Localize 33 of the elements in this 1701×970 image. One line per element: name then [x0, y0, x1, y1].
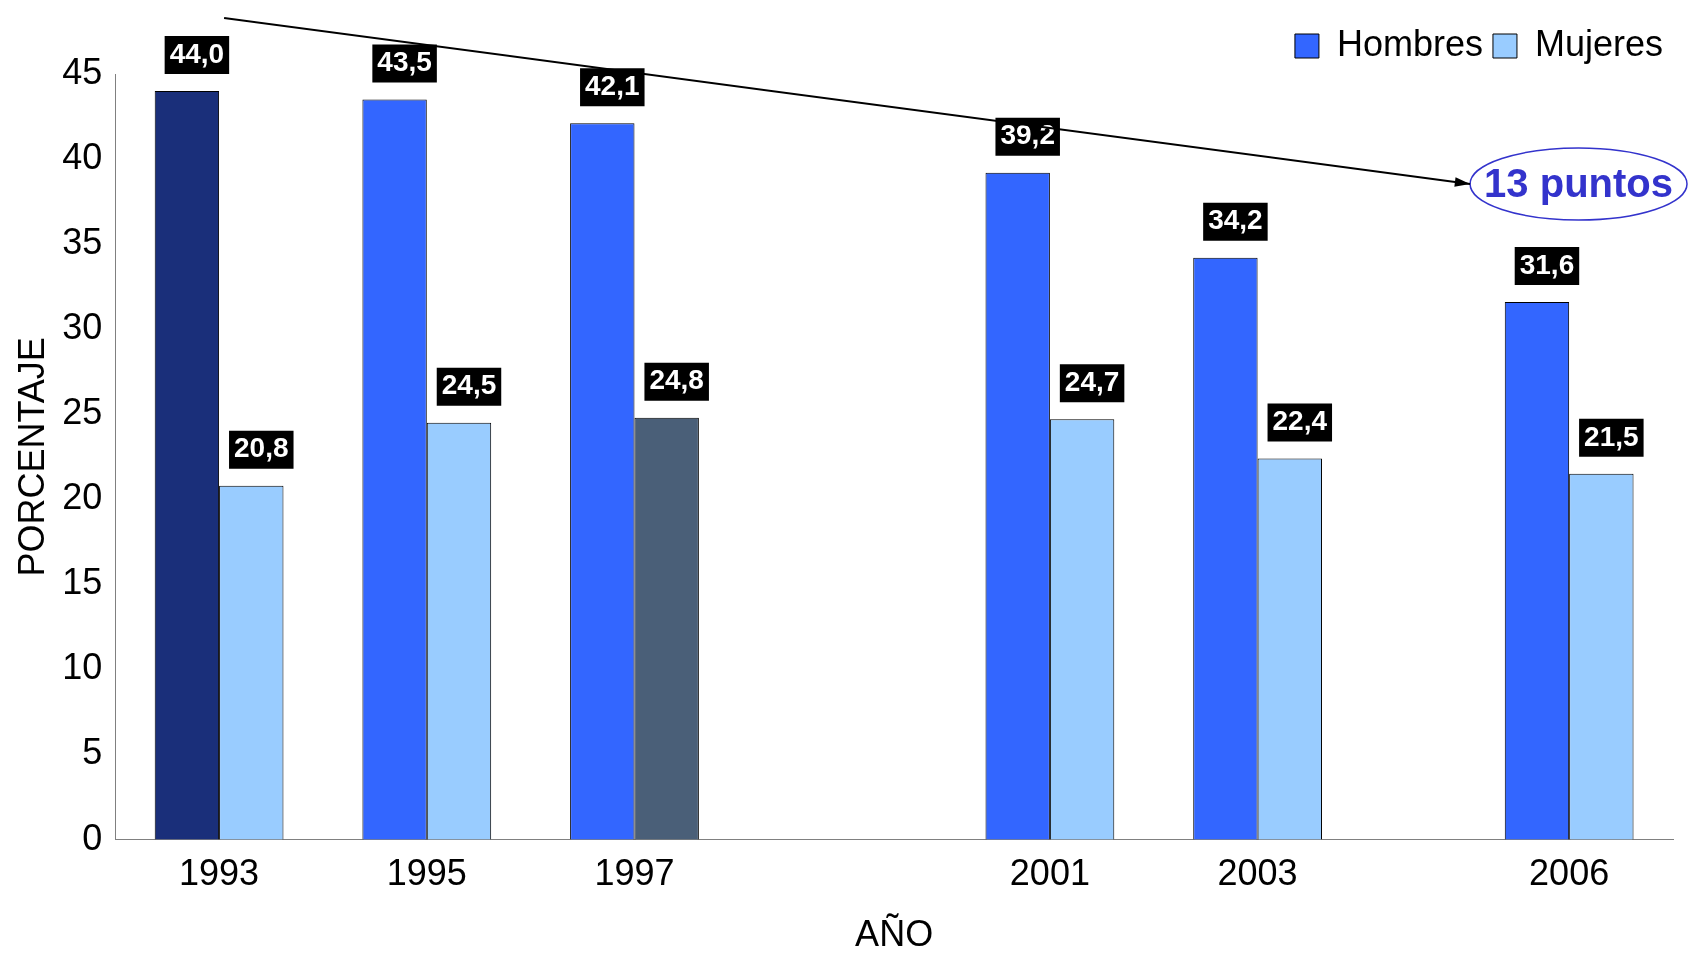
x-axis-title: AÑO — [855, 913, 934, 955]
y-tick-label: 30 — [62, 306, 103, 348]
data-label: 42,1 — [585, 70, 640, 102]
data-label: 24,5 — [441, 369, 497, 401]
x-tick-label: 2003 — [1217, 852, 1298, 894]
y-tick-label: 45 — [62, 50, 103, 92]
y-tick-label: 0 — [82, 816, 103, 858]
x-tick-label: 1997 — [594, 852, 675, 894]
data-label: 39,2 — [1000, 119, 1055, 151]
x-tick-label: 2006 — [1529, 852, 1610, 894]
data-label: 44,0 — [169, 37, 225, 69]
data-label: 20,8 — [234, 432, 289, 464]
annotation: 13 puntos — [1484, 161, 1673, 206]
y-tick-label: 10 — [62, 646, 103, 688]
data-label: 24,7 — [1064, 366, 1120, 398]
y-tick-label: 20 — [62, 476, 103, 518]
y-tick-label: 40 — [62, 135, 103, 177]
x-tick-label: 2001 — [1009, 852, 1090, 894]
x-tick-label: 1995 — [386, 852, 467, 894]
data-label: 43,5 — [377, 46, 432, 78]
y-tick-label: 25 — [62, 391, 103, 433]
data-label: 22,4 — [1272, 405, 1328, 437]
y-tick-label: 5 — [82, 731, 103, 773]
legend-label: Hombres — [1336, 22, 1483, 64]
data-label: 21,5 — [1584, 420, 1639, 452]
data-label: 24,8 — [649, 364, 704, 396]
legend-label: Mujeres — [1534, 22, 1664, 64]
y-axis-title: PORCENTAJE — [10, 337, 52, 577]
data-label: 34,2 — [1208, 204, 1263, 236]
x-tick-label: 1993 — [179, 852, 260, 894]
data-label: 31,6 — [1519, 248, 1575, 280]
y-tick-label: 15 — [62, 561, 103, 603]
y-tick-label: 35 — [62, 221, 103, 263]
